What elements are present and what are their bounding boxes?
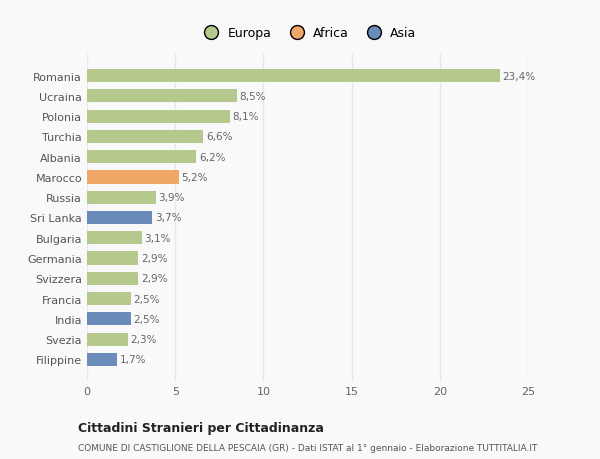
Text: 1,7%: 1,7% [119, 355, 146, 364]
Bar [87, 171, 179, 184]
Bar [87, 212, 152, 224]
Text: 5,2%: 5,2% [181, 173, 208, 183]
Text: Cittadini Stranieri per Cittadinanza: Cittadini Stranieri per Cittadinanza [78, 421, 324, 434]
Text: 2,9%: 2,9% [141, 274, 167, 284]
Text: 2,9%: 2,9% [141, 253, 167, 263]
Bar [87, 252, 138, 265]
Bar [87, 353, 117, 366]
Text: 8,5%: 8,5% [239, 92, 266, 102]
Text: 8,1%: 8,1% [233, 112, 259, 122]
Text: COMUNE DI CASTIGLIONE DELLA PESCAIA (GR) - Dati ISTAT al 1° gennaio - Elaborazio: COMUNE DI CASTIGLIONE DELLA PESCAIA (GR)… [78, 443, 538, 452]
Text: 3,7%: 3,7% [155, 213, 181, 223]
Text: 3,1%: 3,1% [145, 233, 171, 243]
Bar [87, 333, 128, 346]
Bar [87, 130, 203, 144]
Bar [87, 232, 142, 245]
Text: 6,6%: 6,6% [206, 132, 233, 142]
Legend: Europa, Africa, Asia: Europa, Africa, Asia [194, 22, 421, 45]
Text: 2,5%: 2,5% [134, 314, 160, 324]
Text: 6,2%: 6,2% [199, 152, 226, 162]
Bar [87, 191, 156, 204]
Bar [87, 292, 131, 306]
Text: 3,9%: 3,9% [158, 193, 185, 203]
Bar [87, 313, 131, 326]
Bar [87, 110, 230, 123]
Text: 23,4%: 23,4% [502, 72, 536, 81]
Bar [87, 151, 196, 164]
Bar [87, 90, 237, 103]
Text: 2,3%: 2,3% [130, 334, 157, 344]
Bar [87, 272, 138, 285]
Bar [87, 70, 500, 83]
Text: 2,5%: 2,5% [134, 294, 160, 304]
